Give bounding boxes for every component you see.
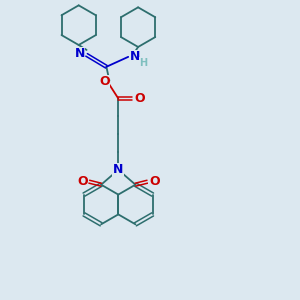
Text: O: O [99, 75, 110, 88]
Text: H: H [139, 58, 147, 68]
Text: O: O [135, 92, 146, 105]
Text: N: N [130, 50, 140, 63]
Text: N: N [113, 163, 124, 176]
Text: O: O [77, 175, 88, 188]
Text: O: O [149, 175, 160, 188]
Text: N: N [74, 47, 85, 60]
